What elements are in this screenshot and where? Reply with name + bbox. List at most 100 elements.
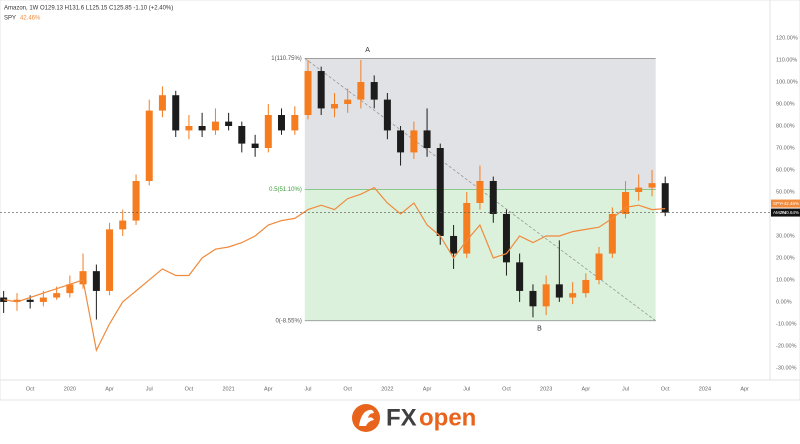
point-label: A <box>365 47 370 54</box>
x-tick-label: Jul <box>304 386 311 392</box>
y-tick-label: 60.00% <box>776 167 795 173</box>
x-tick-label: 2022 <box>381 386 393 392</box>
candle-body <box>132 180 140 221</box>
legend-spy-value: 42.46% <box>20 16 41 22</box>
candle-body <box>463 202 471 254</box>
y-tick-label: 90.00% <box>776 101 795 107</box>
x-tick-label: Jul <box>463 386 470 392</box>
x-tick-label: Apr <box>105 386 114 392</box>
x-tick-label: 2024 <box>699 386 711 392</box>
x-tick-label: Apr <box>264 386 273 392</box>
candle-body <box>66 284 74 294</box>
y-tick-label: 50.00% <box>776 189 795 195</box>
y-tick-label: 0.00% <box>776 299 792 305</box>
candle-body <box>529 290 537 307</box>
x-tick-label: Oct <box>343 386 352 392</box>
candle-body <box>397 130 405 153</box>
legend-ohlc: O129.13 H131.6 L125.15 C125.85 -1.10 (+2… <box>40 6 173 12</box>
price-tag-bg <box>771 199 800 208</box>
candle-body <box>489 180 497 214</box>
price-tag-bg <box>771 208 800 217</box>
candle-body <box>158 95 166 111</box>
y-tick-label: 30.00% <box>776 233 795 239</box>
candle-body <box>542 284 550 307</box>
candle-body <box>423 130 431 148</box>
candle-body <box>304 71 312 116</box>
candle-body <box>291 115 299 131</box>
x-tick-label: 2020 <box>64 386 76 392</box>
fib-level-label: 0.5(51.10%) <box>269 187 302 193</box>
x-tick-label: Oct <box>502 386 511 392</box>
candle-body <box>450 235 458 254</box>
candle-body <box>357 82 365 100</box>
y-tick-label: 80.00% <box>776 123 795 129</box>
y-tick-label: 100.00% <box>776 79 798 85</box>
candle-body <box>622 191 630 214</box>
price-tag-name: SPY <box>773 201 782 206</box>
candle-body <box>383 99 391 131</box>
candle-body <box>53 293 61 298</box>
logo-dragon <box>359 409 374 426</box>
candle-body <box>79 271 87 285</box>
candle-body <box>595 253 603 280</box>
x-tick-label: Oct <box>185 386 194 392</box>
fib-level-label: 1(110.75%) <box>271 56 302 62</box>
plot-area: 1(110.75%) 0.5(51.10%) 0(-8.55%) A B <box>0 47 770 353</box>
candle-body <box>13 299 21 302</box>
x-tick-label: 2023 <box>540 386 552 392</box>
candle-body <box>238 126 246 144</box>
price-tag-value: +40.64% <box>781 210 799 215</box>
y-tick-label: -30.00% <box>776 365 797 371</box>
candle-body <box>410 130 418 153</box>
candle-body <box>502 213 510 263</box>
candle-body <box>635 187 643 192</box>
candle-body <box>516 262 524 291</box>
y-tick-label: 20.00% <box>776 255 795 261</box>
candle-body <box>648 183 656 188</box>
logo-open: open <box>419 404 476 431</box>
candle-body <box>106 229 114 291</box>
y-tick-label: 110.00% <box>776 57 797 63</box>
candle-body <box>145 110 153 181</box>
candle-body <box>211 121 219 131</box>
candle-body <box>119 220 127 230</box>
candle-body <box>39 297 47 302</box>
candle-body <box>198 126 206 131</box>
y-tick-label: -10.00% <box>776 321 797 327</box>
candle-body <box>476 180 484 203</box>
x-tick-label: Jul <box>622 386 629 392</box>
candle-body <box>317 71 325 109</box>
price-tag-name: AMZN <box>773 210 786 215</box>
legend-spy: SPY <box>4 16 16 22</box>
x-tick-label: Apr <box>423 386 432 392</box>
candle-body <box>225 121 233 127</box>
x-tick-label: Apr <box>740 386 749 392</box>
candle-body <box>436 147 444 236</box>
candle-body <box>569 293 577 298</box>
candle-body <box>331 104 339 109</box>
candle-body <box>661 183 669 213</box>
logo: FX open <box>352 404 476 432</box>
x-tick-label: Apr <box>582 386 591 392</box>
candle-body <box>92 271 100 291</box>
y-tick-label: 120.00% <box>776 35 798 41</box>
candle-body <box>277 115 285 131</box>
fib-level-label: 0(-8.55%) <box>275 318 301 324</box>
x-tick-label: Oct <box>661 386 670 392</box>
candle-body <box>26 299 34 302</box>
candle-body <box>251 143 259 148</box>
candle-body <box>555 284 563 298</box>
candle-body <box>582 279 590 294</box>
y-tick-label: 70.00% <box>776 145 795 151</box>
logo-fx: FX <box>386 404 417 431</box>
price-tag-value: +42.46% <box>781 201 799 206</box>
x-tick-label: Jul <box>146 386 153 392</box>
candle-body <box>370 82 378 100</box>
candle-body <box>608 213 616 254</box>
candle-body <box>344 99 352 105</box>
y-tick-label: 10.00% <box>776 277 795 283</box>
point-label: B <box>537 326 542 333</box>
y-tick-label: -20.00% <box>776 343 797 349</box>
